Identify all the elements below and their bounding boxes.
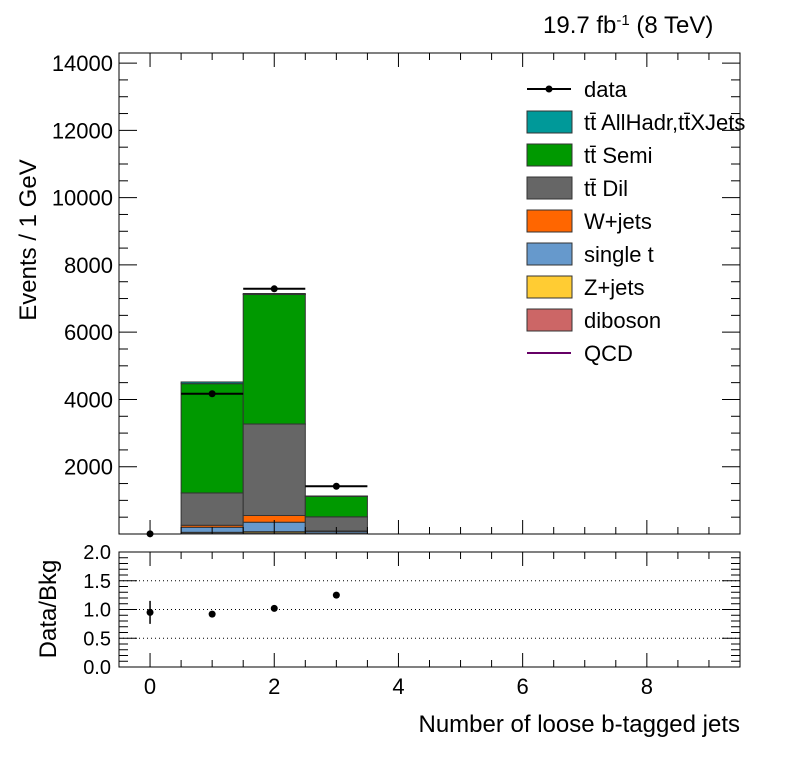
legend-label: single t — [584, 242, 654, 267]
x-tick-label: 8 — [641, 674, 653, 699]
ratio-y-tick-label: 2.0 — [83, 542, 111, 564]
ratio-y-axis: 0.0 0.5 1.0 1.5 2.0 — [83, 542, 740, 679]
ratio-plot-frame — [118, 551, 741, 668]
legend-label: data — [584, 77, 628, 102]
y-tick-label: 12000 — [52, 118, 113, 143]
legend-label: Z+jets — [584, 275, 645, 300]
y-tick-label: 4000 — [64, 387, 113, 412]
y-tick-label: 8000 — [64, 253, 113, 278]
legend-swatch-z-jets — [526, 275, 573, 299]
ratio-gridlines — [119, 580, 740, 639]
data-point — [208, 390, 216, 398]
legend-label: tt̄ Semi — [584, 143, 652, 168]
x-tick-label: 6 — [517, 674, 529, 699]
y-tick-label: 6000 — [64, 320, 113, 345]
legend-label: tt̄ AllHadr,tt̄XJets — [584, 110, 745, 135]
bar-tt-allhadr-tt-xjets — [180, 381, 244, 385]
ratio-y-axis-label: Data/Bkg — [35, 560, 62, 659]
bar-tt-semi — [304, 495, 368, 518]
legend-swatch-tt-dil — [526, 176, 573, 200]
bar-tt-semi — [180, 383, 244, 494]
x-tick-label: 2 — [268, 674, 280, 699]
y-tick-label: 10000 — [52, 186, 113, 211]
legend: data tt̄ AllHadr,tt̄XJets tt̄ Semi tt̄ Dil W… — [526, 77, 745, 366]
y-axis-label: Events / 1 GeV — [15, 159, 42, 320]
ratio-points — [146, 591, 340, 624]
main-panel: 2000 4000 6000 8000 10000 12000 14000 Events /… — [15, 51, 741, 538]
ratio-y-tick-label: 0.0 — [83, 657, 111, 679]
legend-swatch-single-t — [526, 242, 573, 266]
ratio-y-tick-label: 1.5 — [83, 571, 111, 593]
y-tick-label: 2000 — [64, 455, 113, 480]
main-x-axis-ticks — [118, 53, 741, 534]
legend-swatch-tt-semi — [526, 143, 573, 167]
bar-tt-dil — [242, 423, 306, 516]
x-axis-label: Number of loose b-tagged jets — [418, 711, 740, 738]
legend-label: tt̄ Dil — [584, 176, 628, 201]
legend-swatch-w-jets — [526, 209, 573, 233]
ratio-point — [208, 610, 216, 618]
ratio-point — [332, 591, 340, 599]
x-tick-label: 0 — [144, 674, 156, 699]
ratio-panel: 0.0 0.5 1.0 1.5 2.0 0 2 4 6 8 Data/Bkg Number of… — [35, 542, 741, 738]
data-point — [270, 285, 278, 293]
ratio-y-tick-label: 1.0 — [83, 600, 111, 622]
bar-tt-dil — [180, 492, 244, 526]
data-points — [146, 285, 368, 538]
luminosity-label: 19.7 fb-1 (8 TeV) — [543, 12, 713, 40]
stacked-histogram — [180, 293, 368, 535]
legend-marker-data-point — [545, 85, 553, 93]
legend-swatch-tt-allhadr-tt-xjets — [526, 110, 573, 134]
legend-swatch-diboson — [526, 308, 573, 332]
ratio-point — [270, 604, 278, 612]
legend-label: diboson — [584, 308, 661, 333]
bar-tt-allhadr-tt-xjets — [242, 293, 306, 296]
ratio-y-tick-label: 0.5 — [83, 628, 111, 650]
legend-label: W+jets — [584, 209, 652, 234]
x-tick-label: 4 — [392, 674, 404, 699]
x-axis: 0 2 4 6 8 — [118, 552, 741, 699]
legend-label: QCD — [584, 341, 633, 366]
main-y-axis: 2000 4000 6000 8000 10000 12000 14000 — [52, 51, 740, 535]
ratio-point — [146, 608, 154, 616]
data-point — [332, 482, 340, 490]
bar-tt-semi — [242, 294, 306, 425]
y-tick-label: 14000 — [52, 51, 113, 76]
